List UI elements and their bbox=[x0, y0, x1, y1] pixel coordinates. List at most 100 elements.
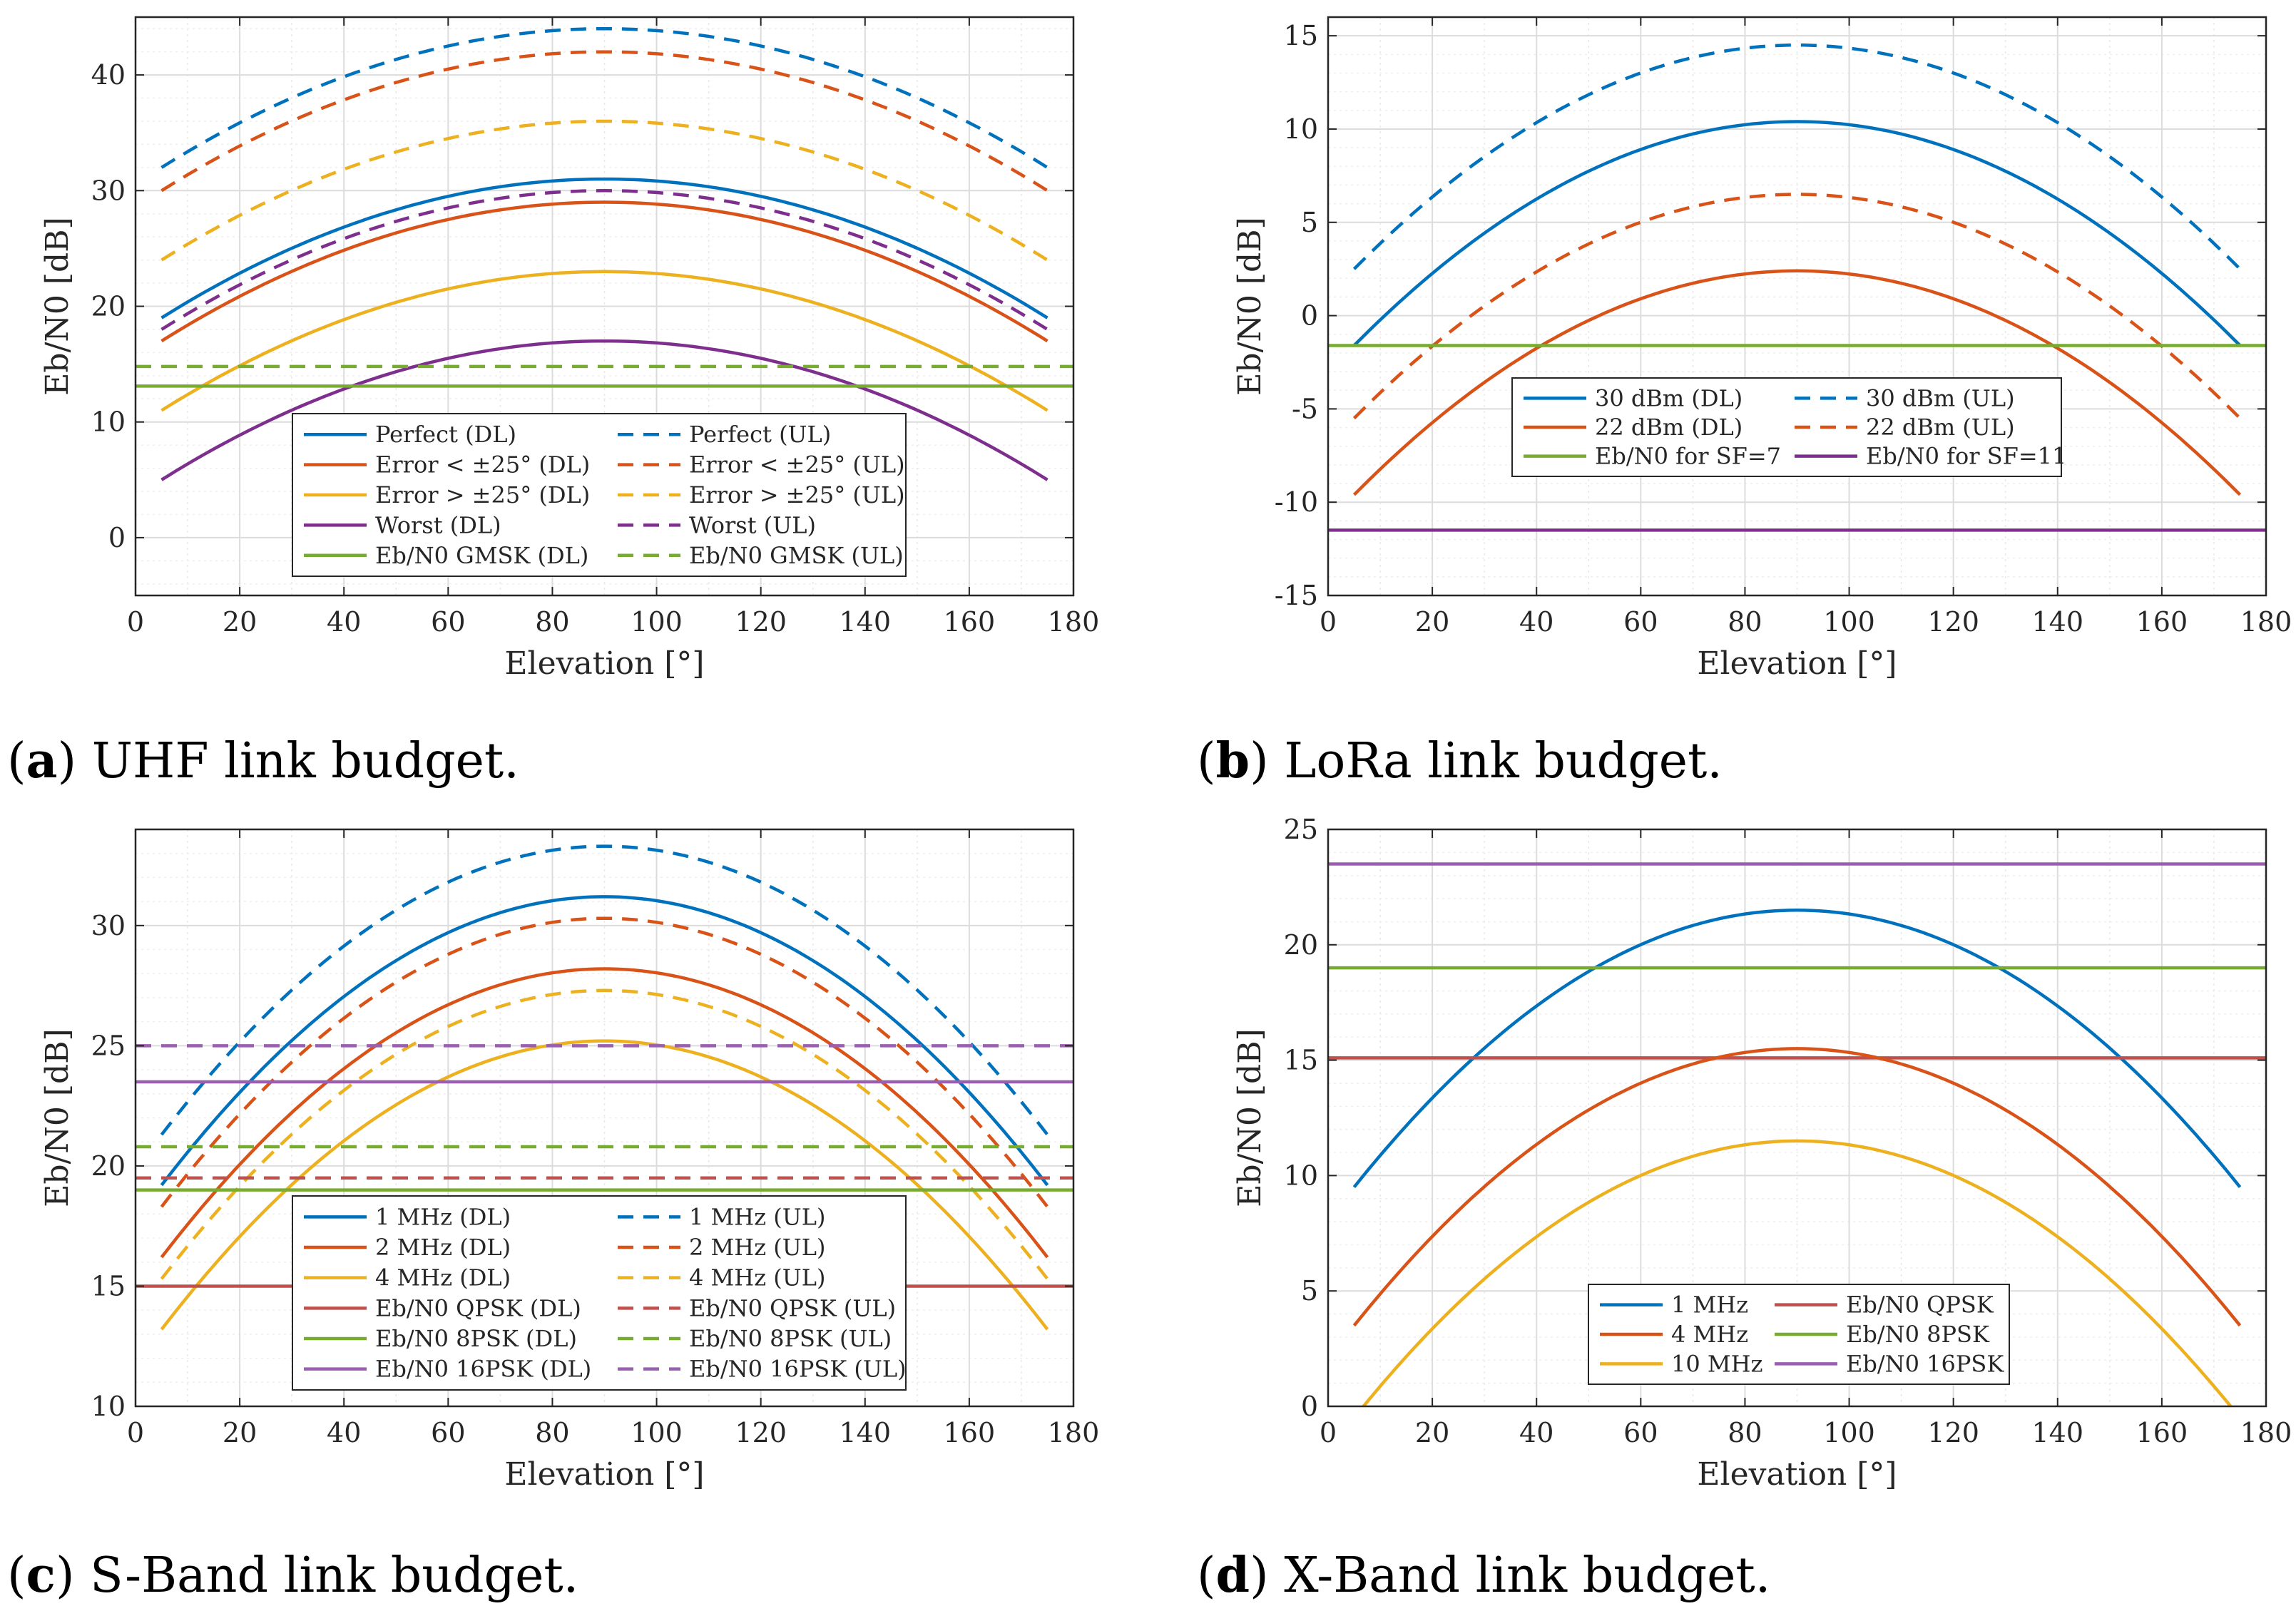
y-axis-label: Eb/N0 [dB] bbox=[1232, 1028, 1268, 1207]
x-axis-label: Elevation [°] bbox=[1697, 645, 1897, 682]
legend-label: 2 MHz (UL) bbox=[689, 1234, 825, 1261]
caption-text: X-Band link budget. bbox=[1269, 1548, 1771, 1604]
y-axis-label: Eb/N0 [dB] bbox=[39, 217, 76, 395]
caption-open-paren: ( bbox=[7, 1548, 26, 1604]
x-tick-label: 140 bbox=[2032, 606, 2084, 638]
series-group bbox=[136, 844, 1073, 1331]
x-tick-label: 0 bbox=[1320, 606, 1337, 638]
caption-close-paren: ) bbox=[56, 1548, 75, 1604]
series-line-10-mhz bbox=[1361, 1139, 2233, 1406]
y-tick-label: 25 bbox=[1284, 814, 1318, 845]
caption-open-paren: ( bbox=[7, 733, 26, 789]
x-axis-label: Elevation [°] bbox=[504, 1456, 704, 1493]
series-line-perfect-ul- bbox=[160, 26, 1048, 169]
y-tick-label: 5 bbox=[1301, 207, 1318, 238]
legend-label: 22 dBm (UL) bbox=[1866, 414, 2015, 441]
legend-label: 10 MHz bbox=[1671, 1350, 1762, 1377]
legend-label: Error > ±25° (DL) bbox=[375, 481, 590, 508]
legend-label: 1 MHz (UL) bbox=[689, 1203, 825, 1230]
series-line-error-25-ul- bbox=[160, 119, 1048, 262]
legend-label: Eb/N0 for SF=7 bbox=[1595, 443, 1781, 470]
axes-box bbox=[134, 828, 1075, 1408]
series-group bbox=[1328, 862, 2266, 1406]
legend-label: Eb/N0 for SF=11 bbox=[1866, 443, 2066, 470]
x-tick-label: 20 bbox=[1415, 606, 1449, 638]
panel-s-band: 0 20 40 60 80 100 120 140 160 180 10 15 20 25 30 Elevat… bbox=[7, 828, 1100, 1604]
legend: 30 dBm (DL) 30 dBm (UL) 22 dBm (DL) 22 dBm … bbox=[1511, 377, 2066, 477]
legend-label: Perfect (DL) bbox=[375, 421, 516, 448]
x-tick-label: 80 bbox=[1728, 1417, 1762, 1448]
y-tick-label: 30 bbox=[91, 910, 126, 941]
caption-open-paren: ( bbox=[1197, 1548, 1216, 1604]
x-tick-label: 60 bbox=[431, 606, 465, 638]
x-tick-label: 160 bbox=[2136, 606, 2188, 638]
series-line-1-mhz-dl- bbox=[160, 895, 1049, 1187]
panel-caption: (b) LoRa link budget. bbox=[1197, 732, 1723, 789]
x-tick-label: 120 bbox=[735, 606, 787, 638]
x-tick-label: 180 bbox=[2240, 1417, 2292, 1448]
panel-uhf: 0 20 40 60 80 100 120 140 160 180 0 10 20 30 40 Elevati… bbox=[7, 16, 1100, 789]
legend-label: Error > ±25° (UL) bbox=[689, 481, 905, 508]
x-tick-label: 80 bbox=[535, 1417, 569, 1448]
series-line-error-25-dl- bbox=[160, 200, 1048, 343]
caption-close-paren: ) bbox=[58, 733, 77, 789]
x-axis-label: Elevation [°] bbox=[1697, 1456, 1897, 1493]
legend-label: Eb/N0 QPSK (DL) bbox=[375, 1294, 581, 1321]
x-tick-label: 80 bbox=[1728, 606, 1762, 638]
legend-box bbox=[292, 413, 907, 577]
x-tick-label: 40 bbox=[1519, 606, 1553, 638]
x-tick-label: 60 bbox=[1623, 1417, 1658, 1448]
x-tick-label: 20 bbox=[1415, 1417, 1449, 1448]
caption-text: LoRa link budget. bbox=[1269, 733, 1723, 789]
x-axis-label: Elevation [°] bbox=[504, 645, 704, 682]
legend-label: 22 dBm (DL) bbox=[1595, 414, 1743, 441]
series-line-22-dbm-ul- bbox=[1352, 193, 2242, 420]
series-line-4-mhz-dl- bbox=[160, 1039, 1049, 1331]
y-axis-label: Eb/N0 [dB] bbox=[39, 1028, 76, 1207]
y-tick-label: 15 bbox=[91, 1270, 126, 1301]
legend-label: Eb/N0 16PSK bbox=[1846, 1350, 2004, 1377]
caption-letter: c bbox=[26, 1547, 56, 1604]
caption-close-paren: ) bbox=[1250, 1548, 1269, 1604]
x-tick-label: 140 bbox=[840, 606, 892, 638]
x-tick-label: 120 bbox=[1927, 606, 1979, 638]
caption-text: S-Band link budget. bbox=[74, 1548, 578, 1604]
x-tick-label: 100 bbox=[1823, 606, 1875, 638]
series-line-2-mhz-dl- bbox=[160, 967, 1049, 1259]
legend-label: 4 MHz bbox=[1671, 1321, 1748, 1348]
legend: 1 MHz Eb/N0 QPSK 4 MHz Eb/N0 8PSK 10 MHz Eb/N… bbox=[1588, 1284, 2010, 1385]
y-tick-label: 10 bbox=[1284, 1160, 1318, 1191]
legend-label: 2 MHz (DL) bbox=[375, 1234, 511, 1261]
y-tick-label: 10 bbox=[91, 406, 126, 438]
y-tick-label: 20 bbox=[91, 291, 126, 322]
y-axis-label: Eb/N0 [dB] bbox=[1232, 217, 1268, 395]
y-tick-label: 0 bbox=[108, 522, 126, 553]
series-line-30-dbm-dl- bbox=[1352, 120, 2242, 347]
x-tick-label: 180 bbox=[1048, 606, 1100, 638]
legend-label: Eb/N0 16PSK (UL) bbox=[689, 1356, 907, 1383]
x-tick-label: 40 bbox=[327, 606, 361, 638]
panel-caption: (d) X-Band link budget. bbox=[1197, 1547, 1770, 1604]
series-group bbox=[136, 26, 1073, 481]
legend: 1 MHz (DL) 1 MHz (UL) 2 MHz (DL) 2 MHz (UL)… bbox=[292, 1195, 907, 1391]
legend-label: Worst (UL) bbox=[689, 511, 816, 538]
legend-label: 30 dBm (UL) bbox=[1866, 384, 2015, 411]
legend-box bbox=[292, 1195, 907, 1391]
legend-label: 1 MHz bbox=[1671, 1292, 1748, 1319]
legend-label: Error < ±25° (UL) bbox=[689, 451, 905, 479]
legend-label: Perfect (UL) bbox=[689, 421, 831, 448]
y-tick-label: 30 bbox=[91, 175, 126, 206]
x-tick-label: 180 bbox=[2240, 606, 2292, 638]
legend-box bbox=[1511, 377, 2062, 477]
legend-label: Eb/N0 8PSK (DL) bbox=[375, 1325, 577, 1352]
x-tick-label: 120 bbox=[1927, 1417, 1979, 1448]
x-tick-label: 40 bbox=[1519, 1417, 1553, 1448]
y-tick-label: -15 bbox=[1275, 580, 1318, 611]
caption-letter: d bbox=[1216, 1547, 1250, 1604]
x-tick-label: 60 bbox=[1623, 606, 1658, 638]
x-tick-label: 180 bbox=[1048, 1417, 1100, 1448]
x-tick-label: 100 bbox=[631, 606, 683, 638]
series-line-2-mhz-ul- bbox=[160, 916, 1049, 1208]
legend: Perfect (DL) Perfect (UL) Error < ±25° (DL… bbox=[292, 413, 907, 577]
x-tick-label: 140 bbox=[2032, 1417, 2084, 1448]
